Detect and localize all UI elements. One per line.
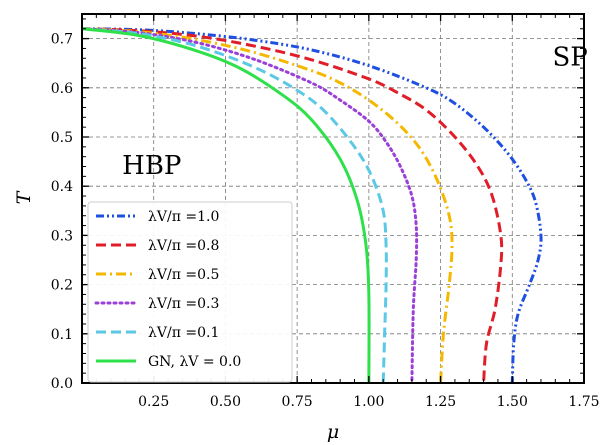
legend-box xyxy=(87,201,293,383)
series-line-3 xyxy=(82,27,419,383)
legend-label: GN, λV = 0.0 xyxy=(148,354,241,370)
x-tick-label: 0.25 xyxy=(138,394,169,410)
legend-label: λV/π =0.5 xyxy=(148,267,219,283)
y-tick-label: 0.0 xyxy=(51,376,73,392)
legend-label: λV/π =1.0 xyxy=(148,209,219,225)
x-tick-label: 1.75 xyxy=(568,394,599,410)
x-tick-label: 1.25 xyxy=(425,394,456,410)
y-tick-label: 0.2 xyxy=(51,278,73,294)
series-line-5 xyxy=(82,27,371,383)
x-tick-label: 0.50 xyxy=(210,394,241,410)
grid-lines xyxy=(82,14,584,383)
plot-frame xyxy=(81,13,585,384)
y-tick-label: 0.3 xyxy=(51,228,73,244)
series-group xyxy=(82,27,543,383)
series-line-1 xyxy=(82,27,504,383)
region-label-sp: SP xyxy=(552,43,587,73)
x-axis-title: μ xyxy=(327,421,339,443)
y-tick-label: 0.5 xyxy=(51,130,73,146)
x-tick-label: 0.75 xyxy=(282,394,313,410)
region-label-hbp: HBP xyxy=(122,151,181,181)
x-tick-label: 1.00 xyxy=(353,394,384,410)
legend-label: λV/π =0.8 xyxy=(148,238,219,254)
y-tick-label: 0.6 xyxy=(51,81,73,97)
y-tick-label: 0.7 xyxy=(51,32,73,48)
tick-labels: 0.25 0.50 0.75 1.00 1.25 1.50 1.75 0.0 0.1 0.2 0.3… xyxy=(51,32,600,410)
legend-label: λV/π =0.3 xyxy=(148,296,219,312)
series-line-4 xyxy=(82,27,388,383)
legend: λV/π =1.0 λV/π =0.8 λV/π =0.5 λV/π =0.3 λV/π… xyxy=(87,201,293,383)
y-tick-label: 0.4 xyxy=(51,179,73,195)
series-line-2 xyxy=(82,27,454,383)
y-tick-label: 0.1 xyxy=(51,327,73,343)
legend-label: λV/π =0.1 xyxy=(148,325,219,341)
x-tick-label: 1.50 xyxy=(497,394,528,410)
y-axis-title: T xyxy=(13,190,35,204)
